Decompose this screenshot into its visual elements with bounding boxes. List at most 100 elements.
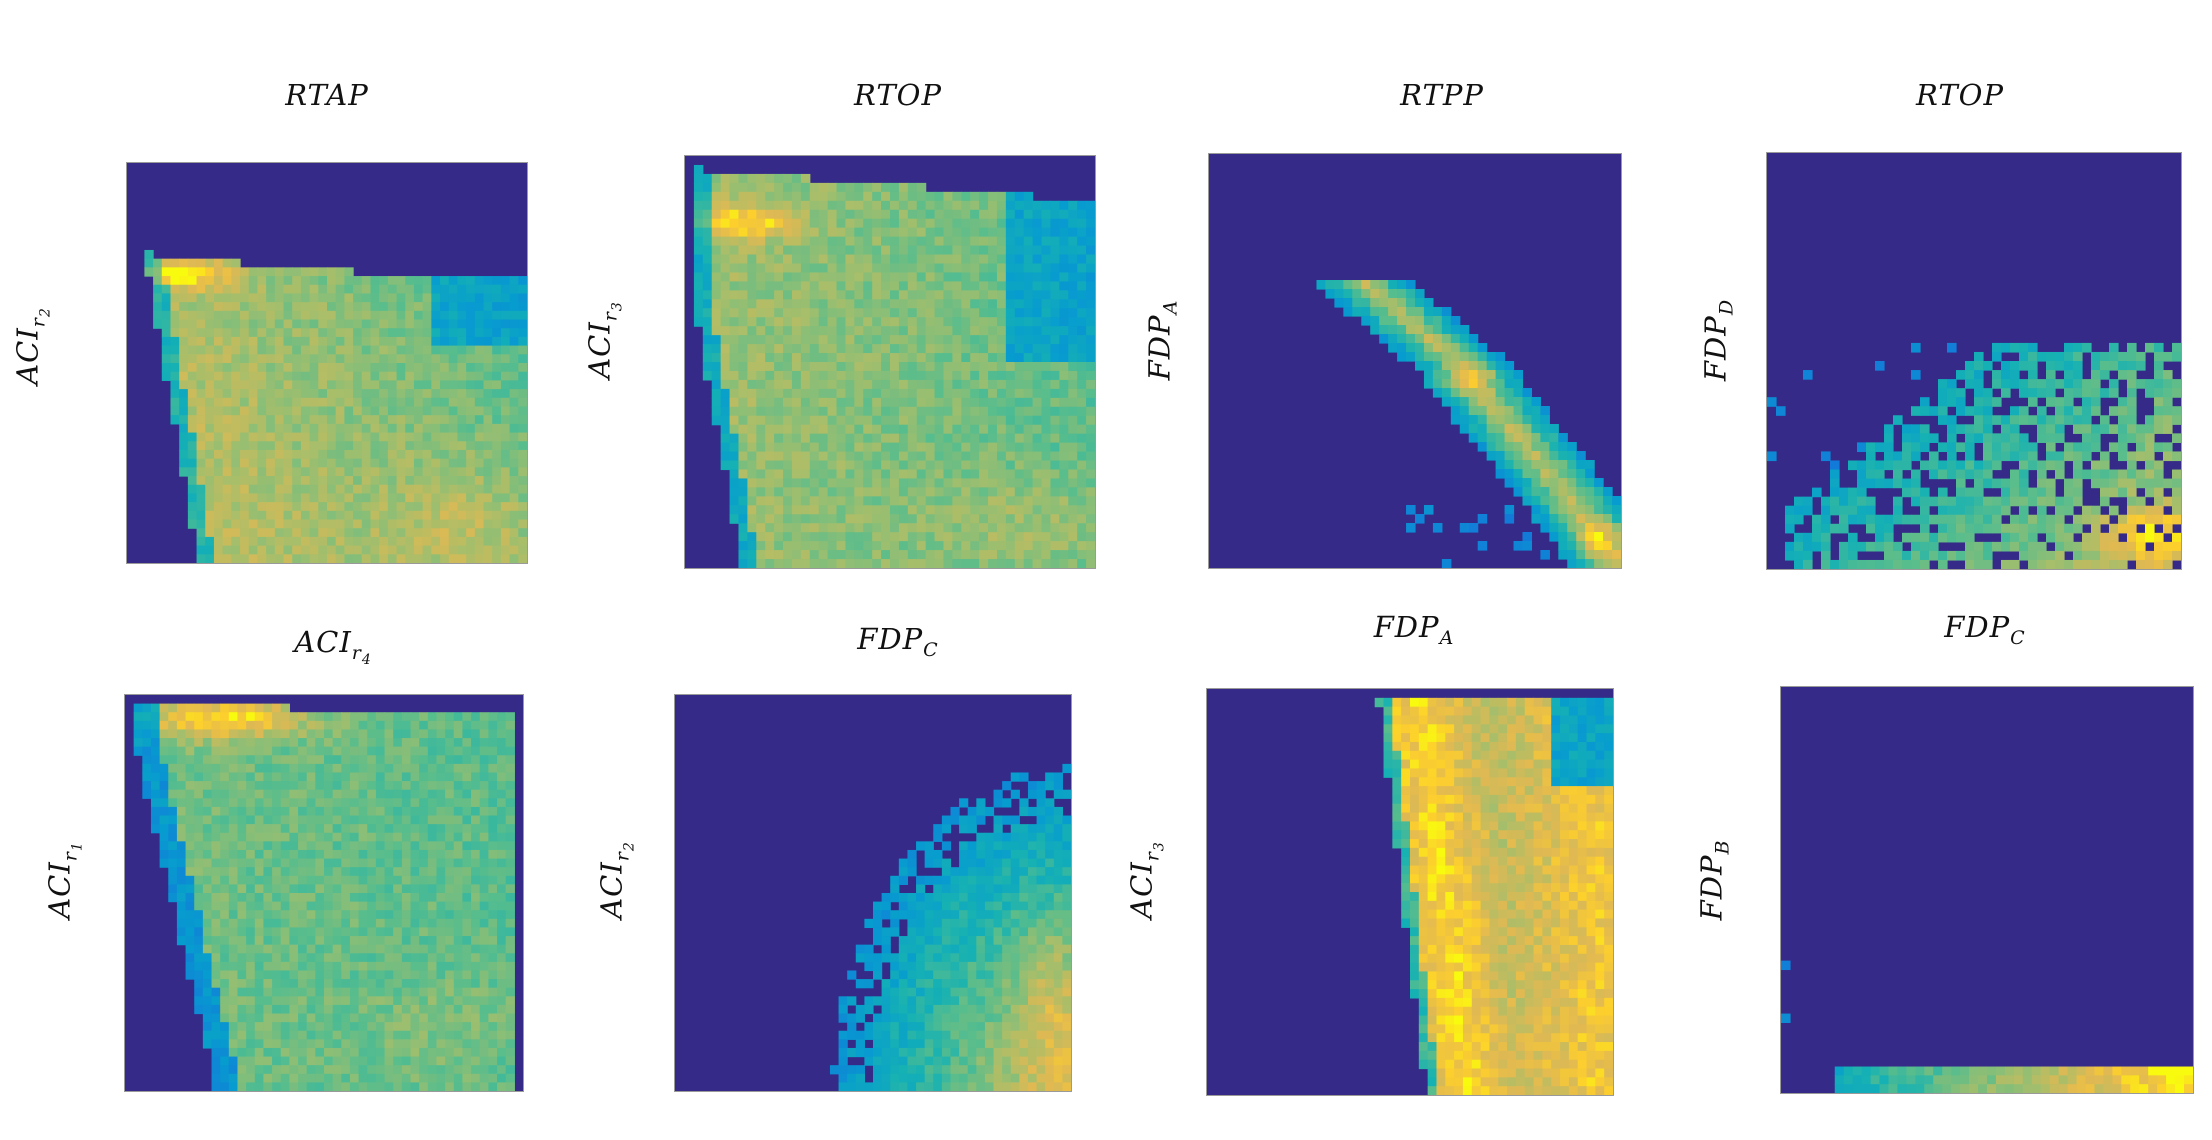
heatmap-cell xyxy=(431,336,441,347)
heatmap-cell xyxy=(1495,414,1506,425)
heatmap-cell xyxy=(774,200,784,211)
heatmap-cell xyxy=(257,397,267,408)
heatmap-cell xyxy=(1014,353,1025,363)
heatmap-cell xyxy=(890,245,900,256)
heatmap-cell xyxy=(845,523,855,533)
heatmap-cell xyxy=(1576,558,1586,568)
heatmap-cell xyxy=(1585,478,1595,488)
heatmap-cell xyxy=(818,191,829,202)
heatmap-cell xyxy=(318,536,328,547)
heatmap-cell xyxy=(836,182,847,193)
heatmap-cell xyxy=(306,789,316,799)
heatmap-cell xyxy=(2019,532,2029,543)
heatmap-cell xyxy=(361,519,372,529)
heatmap-cell xyxy=(2118,514,2128,525)
heatmap-cell xyxy=(187,336,198,347)
heatmap-cell xyxy=(1005,290,1016,300)
heatmap-cell xyxy=(1839,550,1849,561)
heatmap-cell xyxy=(1866,442,1876,453)
heatmap-cell xyxy=(405,302,415,312)
heatmap-cell xyxy=(1014,335,1025,345)
heatmap-cell xyxy=(863,236,873,247)
heatmap-cell xyxy=(272,712,282,722)
heatmap-cell xyxy=(150,824,161,834)
heatmap-cell xyxy=(783,415,793,426)
heatmap-cell xyxy=(1982,460,1993,471)
heatmap-cell xyxy=(2063,388,2074,398)
heatmap-cell xyxy=(1041,200,1052,211)
heatmap-cell xyxy=(335,406,345,416)
heatmap-cell xyxy=(898,460,909,471)
heatmap-cell xyxy=(518,441,527,451)
heatmap-cell xyxy=(1576,549,1586,560)
heatmap-cell xyxy=(289,927,299,937)
heatmap-cell xyxy=(448,345,459,355)
heatmap-cell xyxy=(898,415,909,426)
heatmap-cell xyxy=(300,528,311,538)
heatmap-cell xyxy=(1005,424,1016,435)
heatmap-cell xyxy=(344,493,354,503)
heatmap-cell xyxy=(237,996,247,1006)
heatmap-cell xyxy=(222,554,232,563)
heatmap-cell xyxy=(702,272,713,282)
heatmap-cell xyxy=(711,290,722,300)
heatmap-cell xyxy=(2063,351,2074,362)
heatmap-cell xyxy=(2162,351,2173,362)
heatmap-cell xyxy=(231,441,241,451)
heatmap-cell xyxy=(1947,433,1957,443)
heatmap-cell xyxy=(1068,335,1078,345)
heatmap-cell xyxy=(970,191,980,202)
heatmap-cell xyxy=(1486,433,1497,443)
heatmap-cell xyxy=(194,1004,204,1015)
heatmap-cell xyxy=(845,308,855,318)
heatmap-cell xyxy=(2073,388,2083,398)
heatmap-cell xyxy=(289,953,299,963)
heatmap-cell xyxy=(1468,433,1479,443)
heatmap-cell xyxy=(1955,406,1966,416)
heatmap-cell xyxy=(961,236,971,247)
heatmap-cell xyxy=(925,236,936,247)
heatmap-cell xyxy=(1874,442,1885,453)
heatmap-cell xyxy=(747,523,757,533)
heatmap-cell xyxy=(800,317,811,327)
heatmap-cell xyxy=(783,460,793,471)
heatmap-cell xyxy=(961,469,971,480)
heatmap-cell xyxy=(702,200,713,211)
heatmap-cell xyxy=(1005,415,1016,426)
heatmap-cell xyxy=(952,236,962,247)
heatmap-cell xyxy=(1014,505,1025,515)
heatmap-cell xyxy=(1059,469,1069,480)
heatmap-cell xyxy=(1829,559,1840,569)
heatmap-cell xyxy=(863,559,873,568)
heatmap-cell xyxy=(818,415,829,426)
heatmap-cell xyxy=(2127,487,2137,498)
heatmap-cell xyxy=(309,423,319,434)
heatmap-cell xyxy=(783,433,793,444)
heatmap-cell xyxy=(1032,281,1043,291)
heatmap-cell xyxy=(2100,559,2110,569)
heatmap-cell xyxy=(1504,459,1515,470)
heatmap-cell xyxy=(306,944,316,954)
heatmap-cell xyxy=(283,432,293,442)
heatmap-cell xyxy=(292,493,302,503)
heatmap-cell xyxy=(2019,451,2029,462)
heatmap-cell xyxy=(266,371,276,381)
heatmap-cell xyxy=(818,281,829,291)
heatmap-cell xyxy=(500,336,511,347)
heatmap-cell xyxy=(2009,442,2020,453)
heatmap-cell xyxy=(783,191,793,202)
heatmap-cell xyxy=(413,406,424,416)
heatmap-cell xyxy=(1513,406,1524,416)
heatmap-cell xyxy=(422,502,432,512)
heatmap-cell xyxy=(1032,326,1043,336)
heatmap-cell xyxy=(1023,496,1034,506)
heatmap-cell xyxy=(335,293,345,303)
heatmap-cell xyxy=(996,433,1007,444)
heatmap-cell xyxy=(1041,442,1052,453)
heatmap-cell xyxy=(222,380,232,390)
heatmap-cell xyxy=(827,326,838,336)
heatmap-cell xyxy=(791,218,802,229)
heatmap-cell xyxy=(925,442,936,453)
heatmap-cell xyxy=(272,729,282,739)
heatmap-cell xyxy=(1911,451,1921,462)
